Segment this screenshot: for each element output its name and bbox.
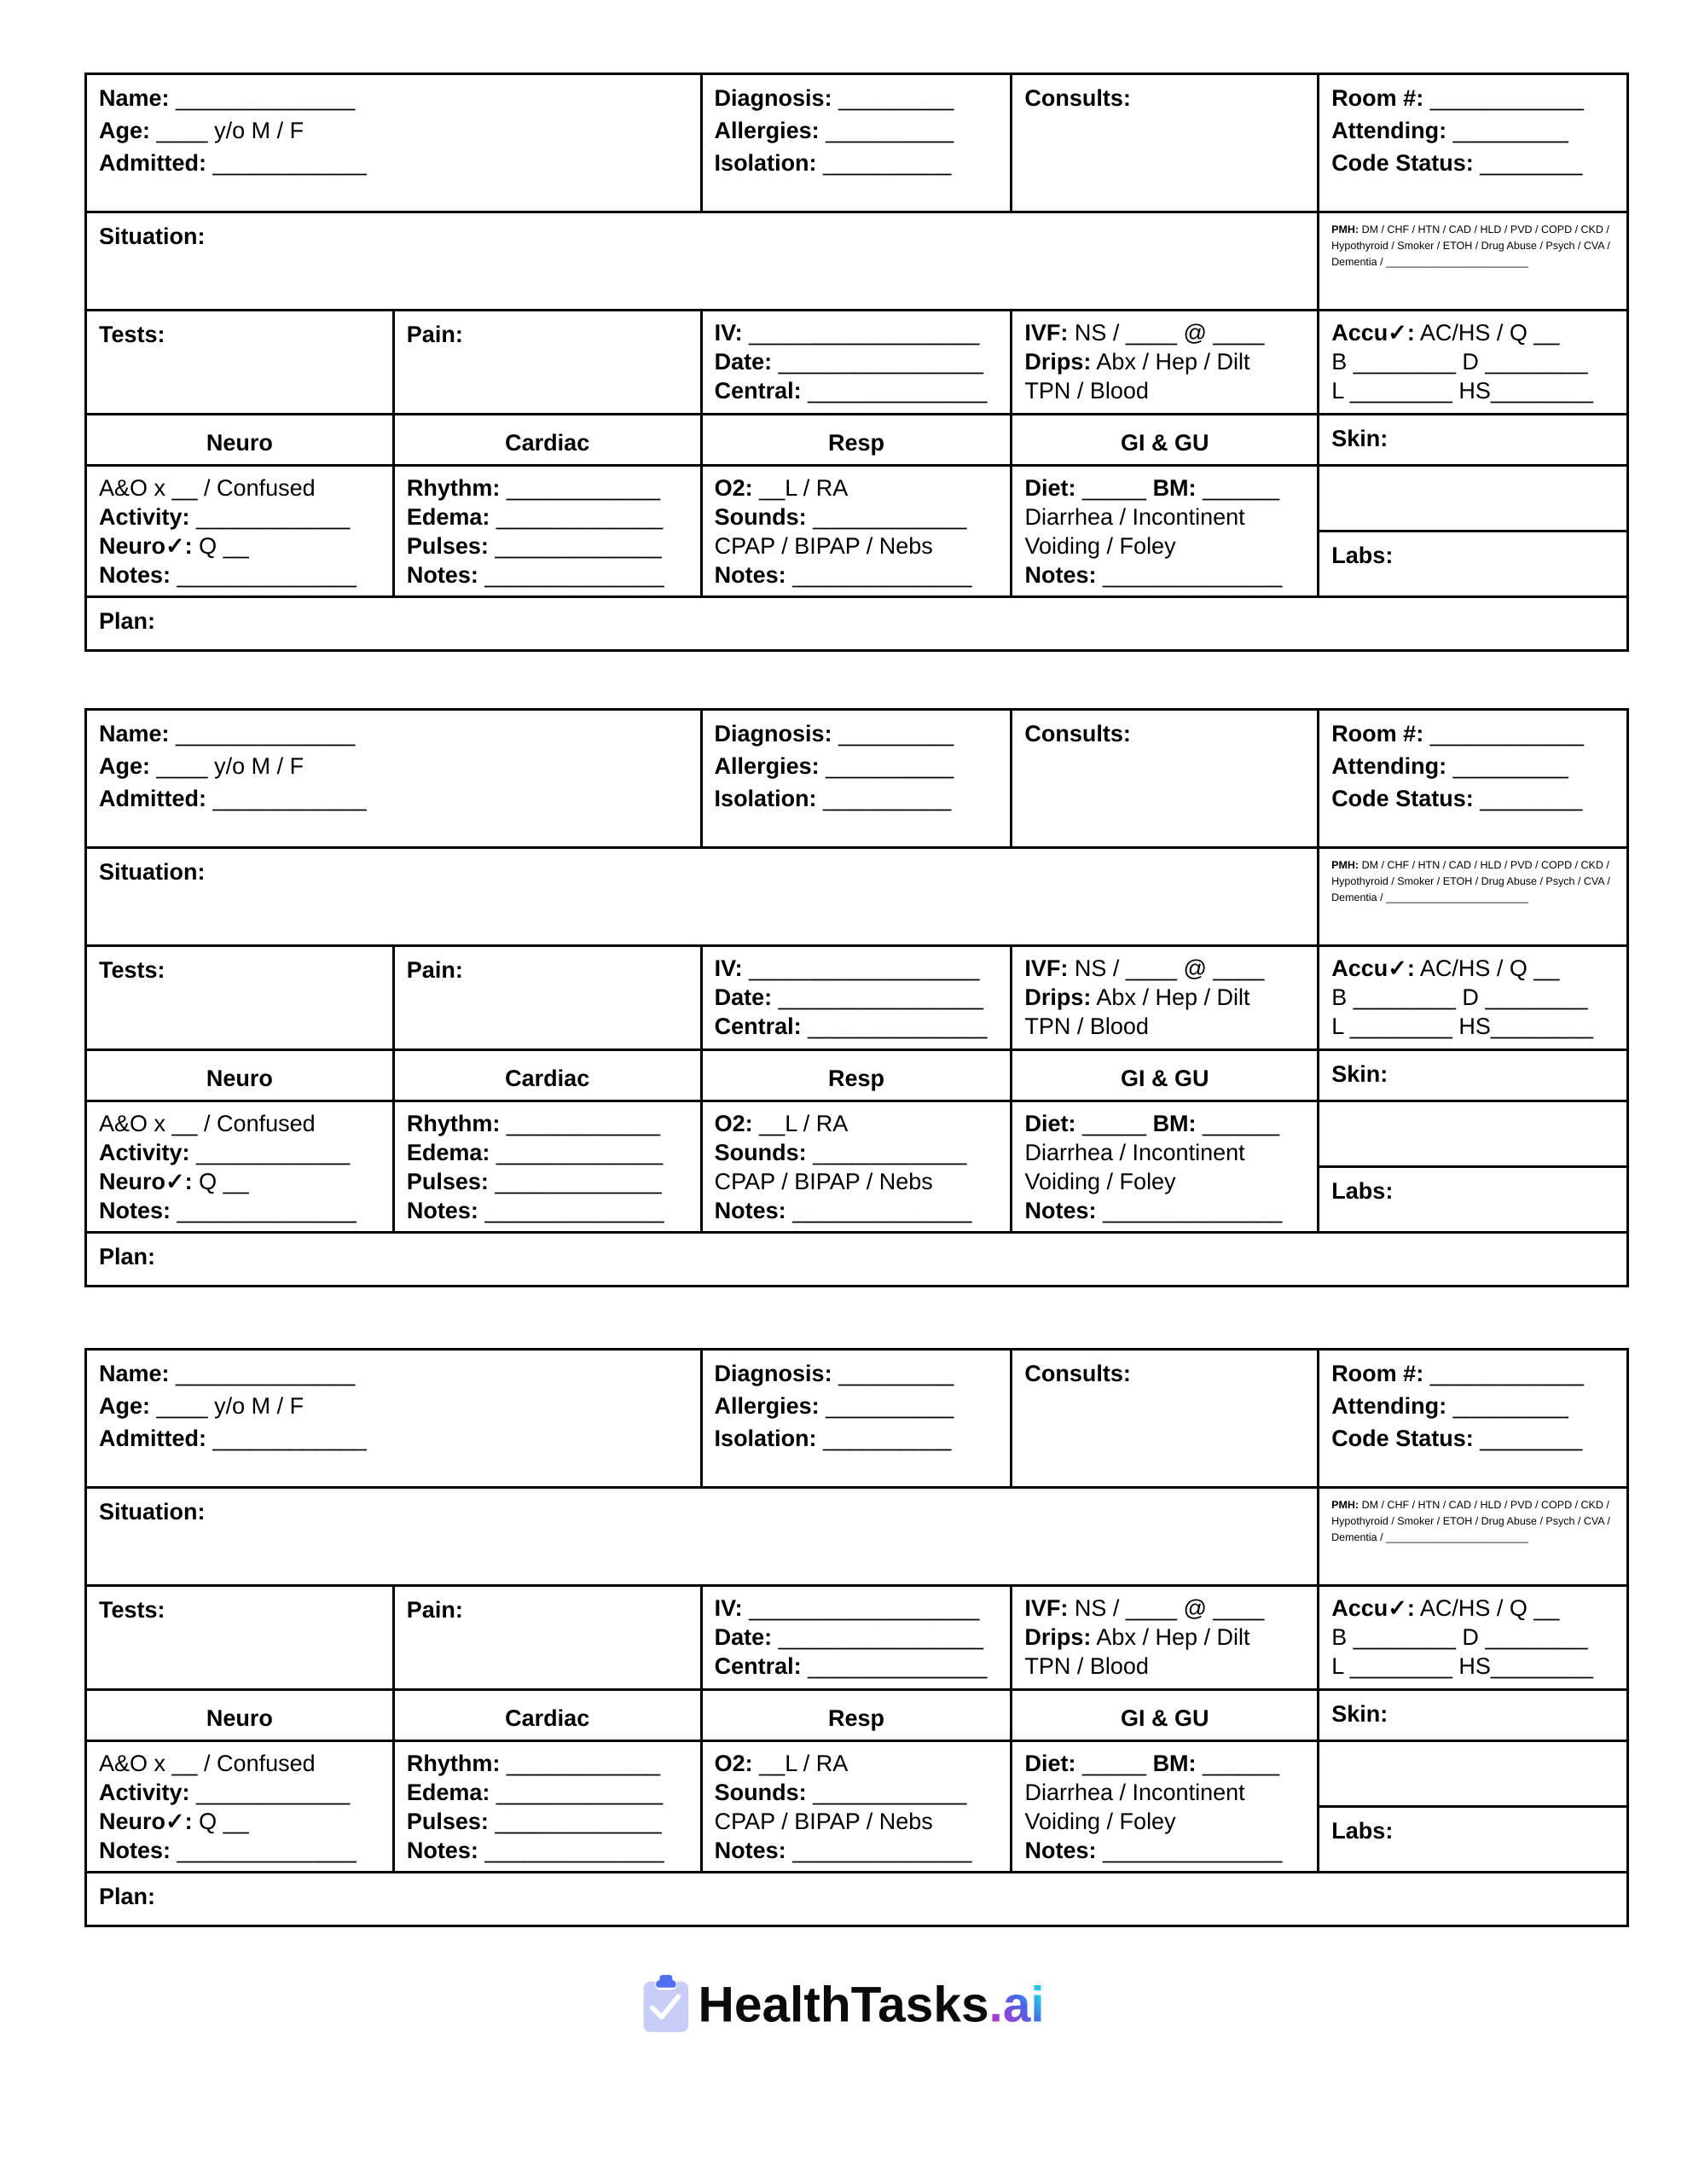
svg-text:HealthTasks.ai: HealthTasks.ai: [699, 1977, 1042, 2032]
